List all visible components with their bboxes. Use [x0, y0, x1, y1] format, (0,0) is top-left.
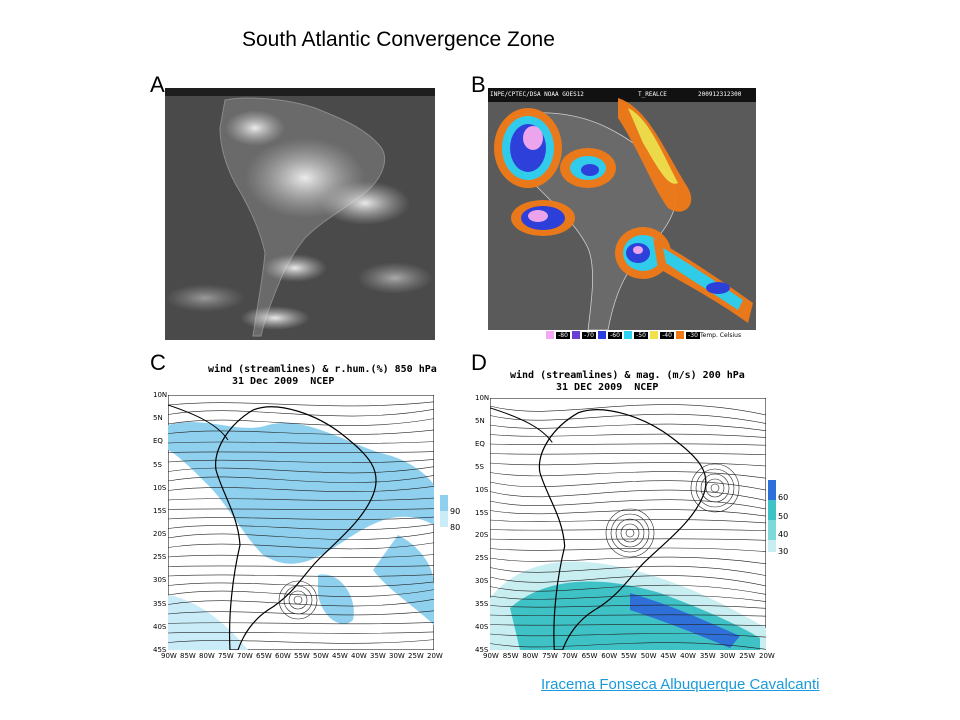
panel-b-label: B — [471, 72, 486, 97]
lat-tick-label: EQ — [153, 437, 163, 446]
lon-tick-label: 80W — [522, 652, 539, 660]
lat-tick-label: 5S — [153, 460, 162, 469]
legend-d-swatch-30 — [768, 540, 776, 552]
lon-tick-label: 55W — [621, 652, 637, 660]
temp-swatch — [546, 331, 554, 339]
lon-tick-label: 70W — [561, 652, 578, 660]
legend-d-30: 30 — [778, 547, 789, 556]
temp-swatch — [598, 331, 606, 339]
lat-tick-label: 30S — [153, 576, 167, 585]
lon-tick-label: 70W — [237, 652, 253, 660]
lat-tick-label: 20S — [153, 530, 167, 539]
lon-tick-label: 50W — [640, 652, 657, 660]
legend-c-swatch-90 — [440, 495, 448, 511]
lat-tick-label: 5N — [153, 414, 163, 423]
legend-c-90: 90 — [450, 507, 461, 516]
map-d — [490, 398, 766, 650]
panel-d-date: 31 DEC 2009 NCEP — [556, 382, 659, 393]
lon-tick-label: 65W — [256, 652, 272, 660]
legend-d-60: 60 — [778, 493, 789, 502]
panel-b-timestamp: 200912312300 — [698, 91, 742, 98]
legend-d-40: 40 — [778, 530, 789, 539]
lat-tick-label: 40S — [153, 622, 167, 631]
lat-tick-label: 35S — [153, 599, 167, 608]
lat-tick-label: 25S — [153, 553, 167, 562]
lat-tick-label: 10N — [153, 391, 168, 399]
author-credit-link[interactable]: Iracema Fonseca Albuquerque Cavalcanti — [541, 676, 820, 693]
lon-tick-label: 75W — [542, 652, 558, 660]
panel-a-label: A — [150, 72, 165, 97]
lon-tick-label: 90W — [161, 652, 177, 660]
temp-swatch — [650, 331, 658, 339]
lon-tick-label: 45W — [332, 652, 348, 660]
lon-tick-label: 25W — [408, 652, 424, 660]
legend-c-swatch-80 — [440, 511, 448, 527]
temp-scale-label: -70 — [582, 332, 596, 339]
lon-tick-label: 50W — [313, 652, 329, 660]
lon-tick-label: 85W — [502, 652, 519, 660]
lat-tick-label: 25S — [475, 554, 489, 563]
lon-tick-label: 65W — [581, 652, 598, 660]
legend-d-swatch-50 — [768, 500, 776, 520]
temp-scale-label: -80 — [556, 332, 570, 339]
lon-tick-label: 55W — [294, 652, 310, 660]
lat-tick-label: 30S — [475, 577, 489, 586]
lon-tick-label: 20W — [427, 652, 443, 660]
temperature-unit: Temp. Celsius — [700, 332, 742, 339]
temp-scale-label: -50 — [634, 332, 648, 339]
lon-tick-label: 25W — [739, 652, 756, 660]
lon-tick-label: 85W — [180, 652, 196, 660]
lat-tick-label: 10S — [153, 483, 167, 492]
temp-scale-label: -40 — [660, 332, 674, 339]
lat-tick-label: 10N — [475, 394, 490, 402]
page-title: South Atlantic Convergence Zone — [242, 28, 555, 51]
panel-c-date: 31 Dec 2009 NCEP — [232, 376, 335, 387]
lat-tick-label: 45S — [475, 646, 489, 654]
lon-tick-label: 40W — [680, 652, 696, 660]
lon-tick-label: 40W — [351, 652, 367, 660]
panel-b-source: INPE/CPTEC/DSA NOAA GOES12 — [490, 91, 584, 98]
temp-swatch — [624, 331, 632, 339]
satellite-image-a — [165, 88, 435, 340]
lon-tick-label: 90W — [483, 652, 499, 660]
lon-tick-label: 30W — [719, 652, 736, 660]
temp-swatch — [676, 331, 684, 339]
lon-tick-label: 35W — [370, 652, 386, 660]
lat-tick-label: 45S — [153, 646, 167, 654]
map-c — [168, 395, 434, 650]
lat-tick-label: 15S — [153, 506, 167, 515]
lon-tick-label: 60W — [601, 652, 618, 660]
panel-c-title: wind (streamlines) & r.hum.(%) 850 hPa — [208, 364, 437, 375]
panel-b-product: T_REALCE — [638, 91, 667, 98]
lat-tick-label: EQ — [475, 439, 485, 448]
lon-tick-label: 30W — [389, 652, 405, 660]
panel-c-label: C — [150, 350, 166, 375]
lon-tick-label: 45W — [660, 652, 677, 660]
lon-tick-label: 60W — [275, 652, 291, 660]
temp-scale-label: -30 — [686, 332, 700, 339]
legend-d-swatch-40 — [768, 520, 776, 540]
lat-tick-label: 40S — [475, 623, 489, 632]
lat-tick-label: 20S — [475, 531, 489, 540]
temp-scale-label: -60 — [608, 332, 622, 339]
panel-d-label: D — [471, 350, 487, 375]
panel-d-title: wind (streamlines) & mag. (m/s) 200 hPa — [510, 370, 745, 381]
lon-tick-label: 75W — [218, 652, 234, 660]
lat-tick-label: 15S — [475, 508, 489, 517]
satellite-image-b: INPE/CPTEC/DSA NOAA GOES12 T_REALCE 2009… — [488, 88, 756, 330]
lon-tick-label: 20W — [759, 652, 775, 660]
legend-d-swatch-60 — [768, 480, 776, 500]
lat-tick-label: 10S — [475, 485, 489, 494]
legend-c-80: 80 — [450, 523, 461, 532]
lon-tick-label: 80W — [199, 652, 215, 660]
lat-tick-label: 35S — [475, 600, 489, 609]
lat-tick-label: 5N — [475, 416, 485, 425]
legend-d-50: 50 — [778, 512, 789, 521]
temp-swatch — [572, 331, 580, 339]
lat-tick-label: 5S — [475, 462, 484, 471]
lon-tick-label: 35W — [699, 652, 716, 660]
